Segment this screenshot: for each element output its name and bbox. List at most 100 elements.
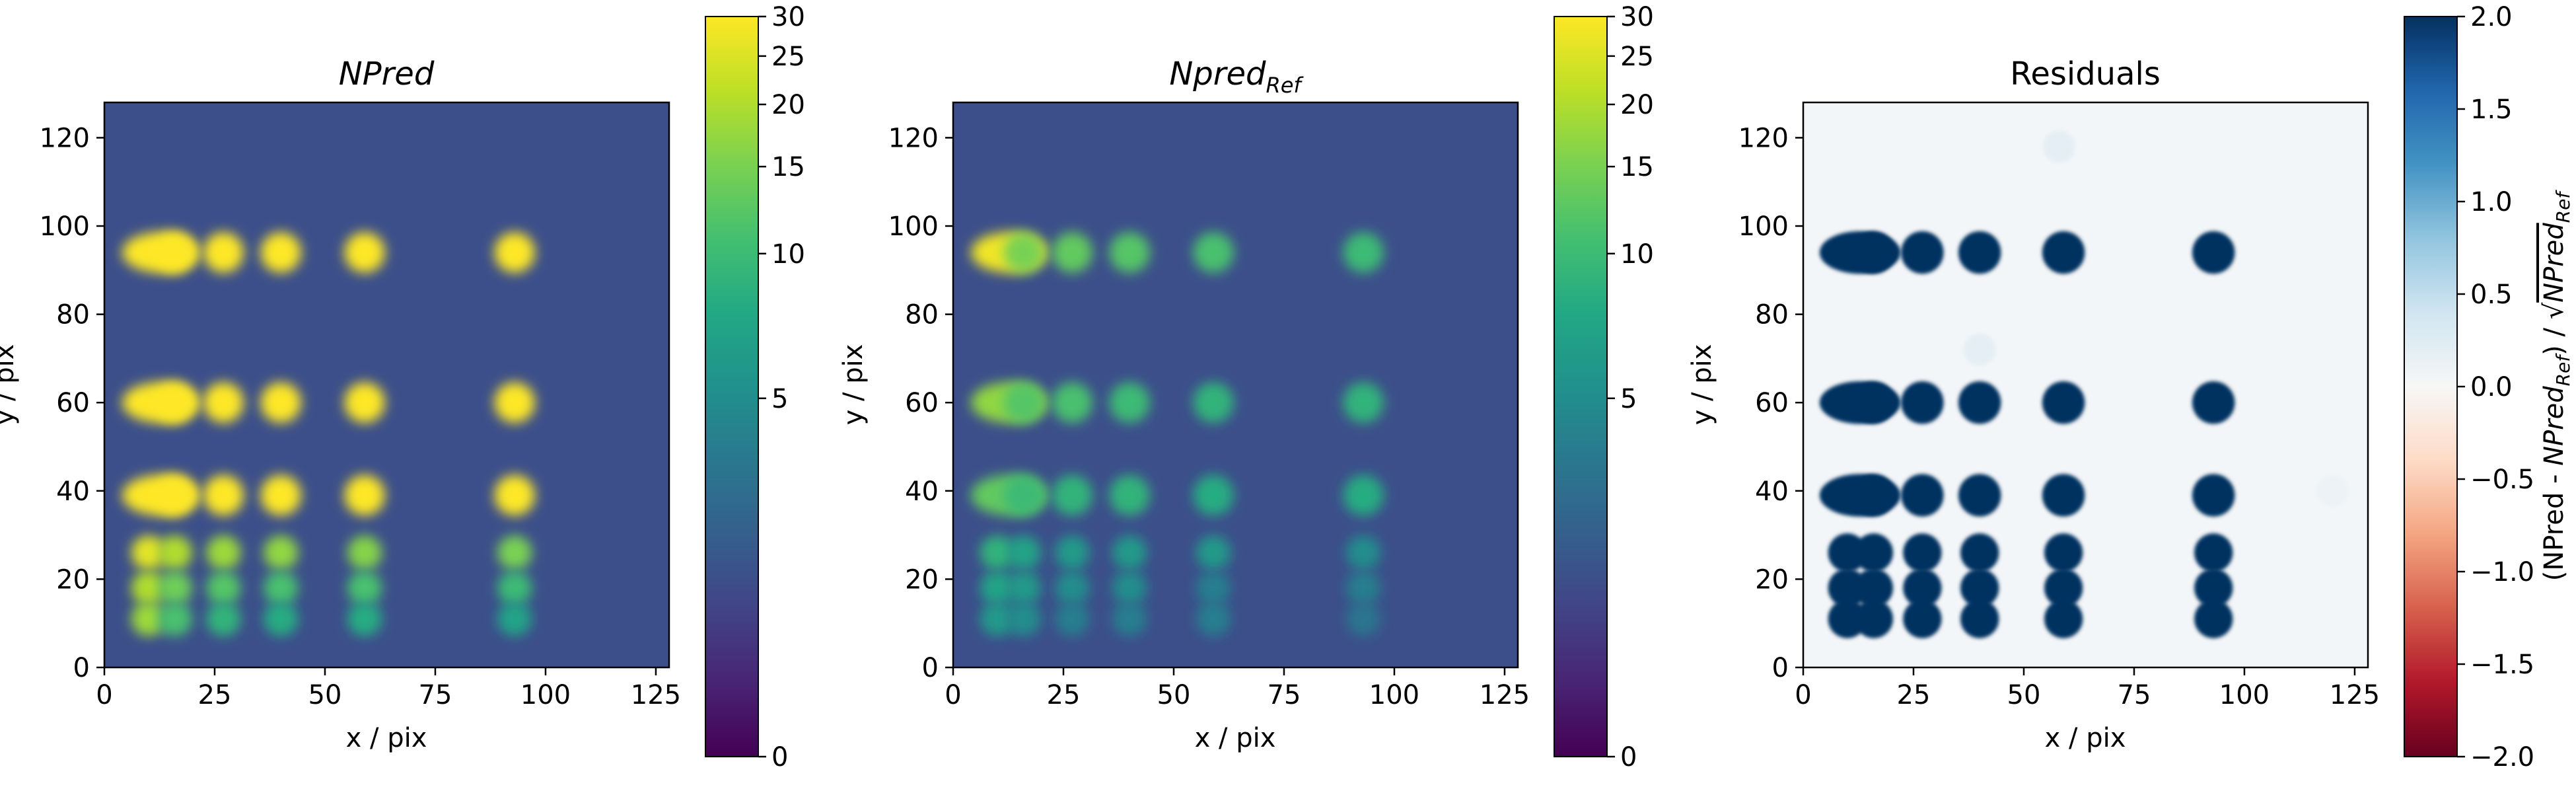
heatmap-source bbox=[1901, 474, 1944, 517]
heatmap-sources bbox=[122, 232, 535, 636]
heatmap-source bbox=[1903, 533, 1942, 572]
heatmap-source bbox=[1854, 533, 1894, 572]
heatmap-source bbox=[2042, 381, 2085, 424]
colorbar-tick-label: 30 bbox=[771, 2, 805, 32]
y-tick-label: 100 bbox=[888, 211, 939, 242]
heatmap-source bbox=[2194, 599, 2233, 638]
y-axis: 0 20 40 60 80 100 120 bbox=[40, 123, 104, 683]
y-axis: 0 20 40 60 80 100 120 bbox=[888, 123, 953, 683]
plot-frame bbox=[1802, 101, 2369, 669]
colorbar bbox=[2404, 16, 2458, 757]
heatmap-source bbox=[1958, 474, 2001, 517]
heatmap-source bbox=[155, 474, 196, 516]
x-axis-label: x / pix bbox=[1195, 723, 1276, 753]
x-tick-label: 100 bbox=[520, 680, 571, 710]
heatmap-source bbox=[1003, 474, 1044, 516]
x-tick-label: 25 bbox=[198, 680, 232, 710]
heatmap-source bbox=[1003, 232, 1044, 273]
heatmap-source bbox=[1828, 599, 1867, 638]
heatmap-source bbox=[1854, 568, 1894, 607]
y-tick-label: 40 bbox=[1755, 476, 1789, 507]
colorbar-tick-label: 0.0 bbox=[2470, 372, 2513, 402]
heatmap-source bbox=[1112, 535, 1147, 570]
panel-title: NPred bbox=[339, 56, 435, 93]
heatmap-source bbox=[1055, 570, 1090, 605]
heatmap-source bbox=[1055, 601, 1090, 636]
heatmap-source bbox=[1193, 232, 1234, 273]
heatmap-source bbox=[1052, 382, 1093, 423]
heatmap-source bbox=[1903, 599, 1942, 638]
heatmap-source bbox=[1852, 474, 1896, 517]
heatmap-source bbox=[1343, 474, 1384, 516]
heatmap-source bbox=[1960, 533, 1999, 572]
heatmap-source bbox=[157, 535, 192, 570]
heatmap-source bbox=[344, 232, 385, 273]
heatmap-source bbox=[1003, 382, 1044, 423]
plot-frame bbox=[103, 101, 670, 669]
colorbar-tick-label: 20 bbox=[771, 90, 805, 120]
colorbar-tick-label: 0.5 bbox=[2470, 280, 2513, 310]
heatmap-source bbox=[260, 474, 301, 516]
y-tick-label: 0 bbox=[73, 653, 90, 683]
colorbar-tick-label: 1.0 bbox=[2470, 187, 2513, 217]
heatmap-source bbox=[1052, 474, 1093, 516]
x-axis-label: x / pix bbox=[346, 723, 427, 753]
x-tick-label: 50 bbox=[308, 680, 342, 710]
heatmap-background bbox=[104, 102, 669, 667]
colorbar-tick-label: 20 bbox=[1620, 90, 1654, 120]
heatmap-source bbox=[497, 535, 532, 570]
panel-title: Residuals bbox=[2010, 56, 2161, 93]
heatmap-source bbox=[1006, 535, 1041, 570]
heatmap-source bbox=[1854, 599, 1894, 638]
heatmap-source bbox=[1828, 533, 1867, 572]
y-axis: 0 20 40 60 80 100 120 bbox=[1738, 123, 1803, 683]
y-tick-label: 0 bbox=[1772, 653, 1789, 683]
y-tick-label: 20 bbox=[1755, 564, 1789, 595]
y-tick-label: 20 bbox=[56, 564, 90, 595]
heatmap-source bbox=[1852, 231, 1896, 274]
heatmap-source bbox=[157, 570, 192, 605]
heatmap-source bbox=[1196, 601, 1231, 636]
heatmap-source bbox=[1006, 570, 1041, 605]
x-tick-label: 100 bbox=[2219, 680, 2270, 710]
colorbar-ticks: 0 5 10 15 20 25 30 bbox=[1607, 2, 1654, 773]
y-axis-label: y / pix bbox=[838, 344, 869, 426]
panel-title: NpredRef bbox=[1169, 56, 1304, 98]
heatmap-source bbox=[1193, 382, 1234, 423]
colorbar-tick-label: 10 bbox=[771, 239, 805, 270]
x-tick-label: 50 bbox=[1157, 680, 1191, 710]
y-tick-label: 60 bbox=[56, 388, 90, 418]
heatmap-source bbox=[1346, 535, 1381, 570]
heatmap-sources bbox=[970, 232, 1384, 636]
heatmap-source bbox=[2044, 568, 2083, 607]
y-tick-label: 100 bbox=[1738, 211, 1789, 242]
heatmap-source bbox=[494, 474, 535, 516]
heatmap-source bbox=[1958, 231, 2001, 274]
heatmap-sources bbox=[1819, 130, 2349, 638]
y-tick-label: 40 bbox=[905, 476, 939, 507]
colorbar-tick-label: 0 bbox=[1620, 742, 1637, 773]
x-tick-label: 25 bbox=[1047, 680, 1081, 710]
heatmap-source bbox=[131, 535, 166, 570]
heatmap-source bbox=[1196, 570, 1231, 605]
heatmap-source bbox=[1112, 570, 1147, 605]
y-tick-label: 80 bbox=[1755, 300, 1789, 330]
heatmap-source bbox=[2192, 474, 2235, 517]
heatmap-source bbox=[1852, 381, 1896, 424]
x-tick-label: 125 bbox=[1480, 680, 1530, 710]
heatmap-source bbox=[131, 570, 166, 605]
heatmap-source bbox=[1193, 474, 1234, 516]
heatmap-source bbox=[157, 601, 192, 636]
colorbar-tick-label: 10 bbox=[1620, 239, 1654, 270]
heatmap-source bbox=[1960, 599, 1999, 638]
y-axis-label: y / pix bbox=[1687, 344, 1717, 426]
colorbar-tick-label: 30 bbox=[1620, 2, 1654, 32]
y-tick-label: 120 bbox=[1738, 123, 1789, 153]
heatmap-source bbox=[2044, 533, 2083, 572]
heatmap-source bbox=[264, 601, 299, 636]
colorbar-tick-label: 15 bbox=[1620, 152, 1654, 182]
heatmap-source bbox=[497, 570, 532, 605]
heatmap-source bbox=[203, 382, 244, 423]
heatmap-source bbox=[347, 601, 382, 636]
